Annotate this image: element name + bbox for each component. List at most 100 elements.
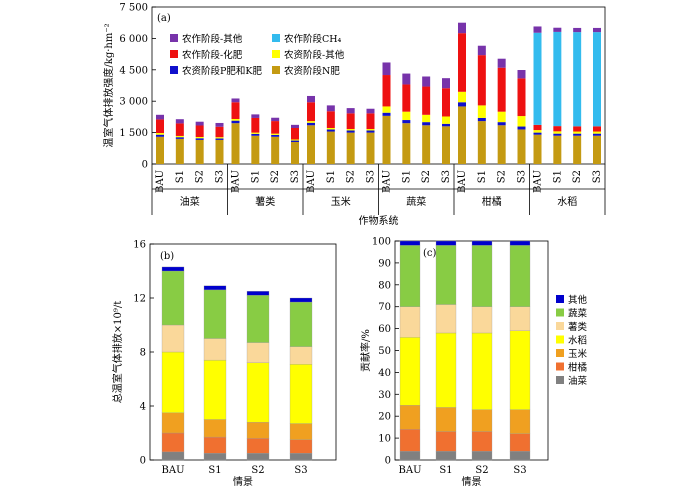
group-label-a: 水稻 <box>557 196 577 208</box>
x-tick-label-c: S3 <box>513 465 526 476</box>
bar-segment-c <box>435 431 457 452</box>
bar-segment-a <box>231 102 240 119</box>
bar-segment-b <box>246 362 270 423</box>
bar-segment-a <box>346 129 355 131</box>
bar-segment-a <box>366 132 375 164</box>
y-tick-label-c: 30 <box>378 390 391 401</box>
x-axis-label-b: 情景 <box>233 475 253 488</box>
bar-segment-a <box>307 102 315 122</box>
bar-segment-b <box>161 351 185 413</box>
bar-segment-a <box>271 136 280 164</box>
bar-segment-a <box>442 78 450 89</box>
bar-segment-a <box>593 27 601 33</box>
bar-segment-b <box>289 453 313 461</box>
y-tick-label-c: 40 <box>378 368 391 379</box>
legend-label-a: 农资阶段P肥和K肥 <box>182 65 262 77</box>
x-tick-label-a: BAU <box>231 170 242 193</box>
x-tick-label-a: S2 <box>497 170 508 183</box>
bar-segment-c <box>471 431 493 452</box>
bar-segment-a <box>553 31 562 127</box>
bar-segment-c <box>509 240 531 246</box>
bar-segment-b <box>203 359 227 420</box>
bar-segment-a <box>402 111 411 121</box>
y-tick-label-b: 8 <box>140 348 146 359</box>
bar-segment-a <box>477 45 486 56</box>
bar-segment-a <box>366 130 375 133</box>
bar-segment-a <box>175 137 184 139</box>
legend-swatch-a <box>170 66 178 74</box>
bar-segment-b <box>161 451 185 461</box>
bar-segment-a <box>573 32 582 127</box>
bar-segment-a <box>422 125 431 164</box>
legend-swatch-c <box>556 362 564 371</box>
bar-segment-a <box>517 78 526 117</box>
bar-segment-a <box>215 137 224 139</box>
bar-segment-a <box>553 131 562 134</box>
x-tick-label-a: S1 <box>552 170 563 183</box>
bar-segment-c <box>435 240 457 246</box>
legend-swatch-c <box>556 335 564 344</box>
bar-segment-b <box>203 419 227 438</box>
x-tick-label-a: S1 <box>250 170 261 183</box>
bar-segment-c <box>435 407 457 432</box>
bar-segment-a <box>231 118 240 121</box>
bar-segment-a <box>533 124 542 131</box>
bar-segment-c <box>435 332 457 408</box>
bar-segment-b <box>289 301 313 347</box>
bar-segment-c <box>399 306 421 338</box>
legend-label-a: 农作阶段-化肥 <box>182 49 243 61</box>
bar-segment-a <box>458 106 466 164</box>
y-tick-label-a: 1 500 <box>119 128 148 139</box>
bar-segment-a <box>231 123 240 164</box>
bar-segment-a <box>553 27 562 32</box>
x-tick-label-a: BAU <box>155 170 166 193</box>
panel-label-c: (c) <box>423 248 437 259</box>
bar-segment-a <box>593 126 601 132</box>
bar-segment-a <box>517 129 526 164</box>
bar-segment-a <box>497 122 506 126</box>
bar-segment-c <box>471 245 493 307</box>
bar-segment-c <box>471 451 493 461</box>
bar-segment-a <box>326 127 335 130</box>
y-tick-label-c: 50 <box>378 346 391 357</box>
bar-segment-a <box>195 136 204 139</box>
bar-segment-a <box>382 115 391 164</box>
bar-segment-a <box>442 123 450 127</box>
bar-segment-a <box>422 86 431 115</box>
bar-segment-c <box>399 451 421 461</box>
bar-segment-c <box>399 429 421 452</box>
bar-segment-b <box>289 346 313 365</box>
bar-segment-a <box>533 130 542 133</box>
legend-swatch-c <box>556 295 564 303</box>
legend-label-c: 油菜 <box>568 375 588 387</box>
bar-segment-a <box>326 105 335 112</box>
y-tick-label-a: 6 000 <box>119 34 148 45</box>
bar-segment-a <box>497 58 506 68</box>
bar-segment-a <box>231 98 240 103</box>
bar-segment-a <box>307 95 315 103</box>
x-axis-label-a: 作物系统 <box>359 214 399 227</box>
bar-segment-a <box>593 135 601 164</box>
x-tick-label-a: S3 <box>592 170 603 183</box>
legend-label-c: 其他 <box>568 294 588 306</box>
bar-segment-b <box>246 291 270 296</box>
bar-segment-a <box>271 117 280 122</box>
legend-swatch-c <box>556 322 564 330</box>
group-label-a: 蔬菜 <box>406 196 426 208</box>
bar-segment-a <box>366 129 375 131</box>
bar-segment-a <box>195 125 204 137</box>
x-axis-label-c: 情景 <box>462 475 482 488</box>
panel-label-b: (b) <box>160 251 174 262</box>
x-tick-label-a: BAU <box>457 170 468 193</box>
bar-segment-a <box>402 84 411 112</box>
bar-segment-a <box>195 121 204 126</box>
bar-segment-b <box>203 285 227 291</box>
bar-segment-a <box>251 133 260 136</box>
y-tick-label-a: 0 <box>142 160 148 171</box>
bar-segment-a <box>517 116 526 127</box>
bar-segment-c <box>509 330 531 410</box>
bar-segment-a <box>517 70 526 79</box>
legend-swatch-c <box>556 376 564 384</box>
bar-segment-b <box>246 422 270 439</box>
legend-swatch-c <box>556 349 564 357</box>
